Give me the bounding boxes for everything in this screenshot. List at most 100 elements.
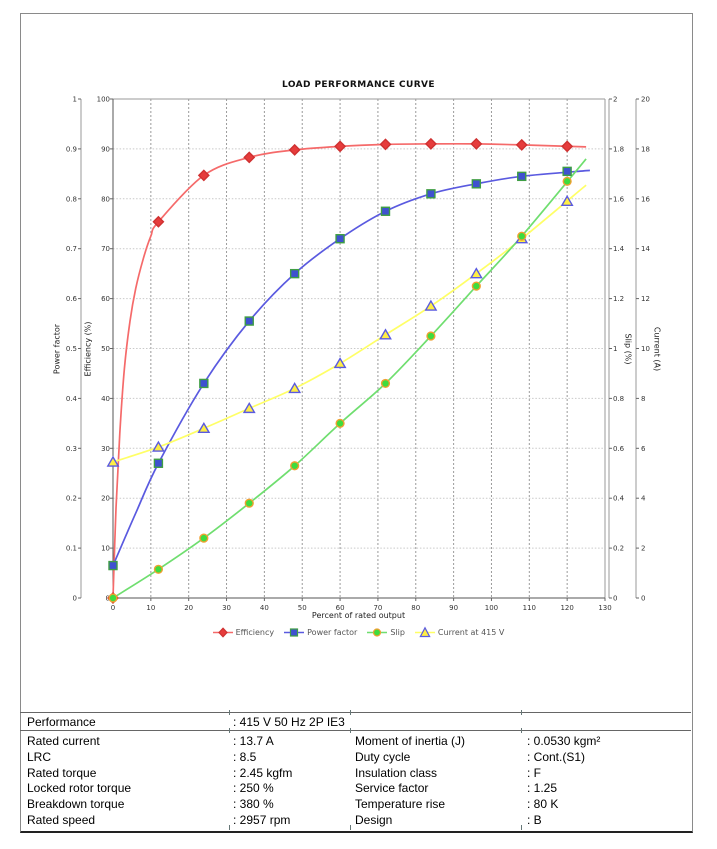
spec-label-duty-cycle: Duty cycle — [355, 749, 411, 764]
efficiency-tick-label: 60 — [101, 295, 110, 303]
slip-tick-label: 0.8 — [613, 395, 624, 403]
spec-label-design: Design — [355, 813, 393, 827]
current-marker — [106, 455, 120, 467]
power_factor-tick-label: 0.3 — [66, 445, 77, 453]
efficiency-tick-label: 20 — [101, 495, 110, 503]
current-tick-label: 20 — [641, 96, 650, 104]
current-marker — [197, 421, 211, 434]
series-line-efficiency — [112, 142, 587, 599]
power_factor-tick-label: 1 — [73, 96, 77, 104]
power-factor-marker — [426, 189, 436, 199]
legend-label: Slip — [390, 628, 405, 637]
x-tick-label: 60 — [336, 604, 345, 612]
slip-marker — [153, 564, 164, 574]
current-marker — [152, 440, 165, 452]
triangle-icon — [414, 626, 435, 638]
load-performance-chart: 0 10 20 30 40 50 60 70 80 90 100 110 120 13000.10.20.… — [66, 96, 651, 613]
spec-label-rated-speed: Rated speed — [27, 813, 96, 827]
current-tick-label: 12 — [641, 295, 650, 303]
spec-label-rated-current: Rated current — [27, 734, 100, 748]
current-tick-label: 10 — [641, 345, 650, 353]
power-factor-marker — [108, 560, 118, 571]
slip-axis-title: Slip (%) — [623, 333, 633, 365]
table-column-tick — [350, 825, 351, 830]
x-tick-label: 20 — [184, 604, 193, 612]
power_factor-tick-label: 0.7 — [66, 245, 77, 253]
table-column-tick — [521, 728, 522, 733]
current-marker — [560, 194, 574, 206]
x-tick-label: 10 — [146, 604, 155, 612]
power_factor-tick-label: 0 — [73, 595, 77, 603]
spec-label-temperature-rise: Temperature rise — [355, 797, 446, 812]
slip-marker — [108, 593, 118, 603]
efficiency-marker — [561, 140, 574, 153]
current-tick-label: 16 — [641, 195, 650, 203]
performance-value: : 415 V 50 Hz 2P IE3 — [233, 715, 345, 729]
slip-tick-label: 0.4 — [613, 495, 625, 503]
power-factor-marker — [335, 234, 345, 244]
power-factor-marker — [153, 458, 164, 468]
power-factor-marker — [517, 171, 527, 182]
table-column-tick — [350, 710, 351, 715]
spec-label-insulation-class: Insulation class — [355, 765, 438, 780]
spec-value-insulation-class: : F — [527, 765, 541, 780]
x-tick-label: 90 — [449, 604, 458, 612]
x-tick-label: 80 — [411, 604, 420, 612]
slip-tick-label: 1.8 — [613, 145, 624, 153]
current-tick-label: 6 — [641, 445, 646, 453]
spec-value-breakdown-torque: : 380 % — [233, 797, 274, 812]
square-icon — [284, 628, 305, 637]
efficiency-tick-label: 70 — [101, 245, 110, 253]
spec-value-duty-cycle: : Cont.(S1) — [527, 749, 586, 764]
legend-item-power-factor: Power factor — [284, 626, 357, 639]
current-marker — [379, 328, 392, 340]
slip-marker — [290, 461, 300, 471]
power_factor-tick-label: 0.1 — [66, 545, 77, 553]
slip-tick-label: 0.2 — [613, 545, 624, 553]
x-tick-label: 70 — [373, 604, 382, 612]
power_factor-tick-label: 0.9 — [66, 145, 77, 153]
performance-row: Performance : 415 V 50 Hz 2P IE3 — [20, 713, 691, 730]
spec-value-design: : B — [527, 813, 542, 827]
table-column-tick — [229, 825, 230, 830]
efficiency-marker — [197, 169, 210, 182]
power-factor-marker — [471, 179, 482, 189]
x-tick-label: 30 — [222, 604, 231, 612]
slip-tick-label: 0 — [613, 595, 617, 603]
current-marker — [424, 299, 438, 311]
x-tick-label: 100 — [485, 604, 498, 612]
current-tick-label: 0 — [641, 595, 645, 603]
chart-legend: Efficiency Power factor Slip Current at 415… — [0, 626, 717, 639]
slip-marker — [380, 378, 391, 389]
spec-value-rated-speed: : 2957 rpm — [233, 813, 291, 827]
slip-marker — [517, 231, 527, 241]
x-tick-label: 110 — [523, 604, 536, 612]
table-column-tick — [521, 825, 522, 830]
table-rule-top — [20, 712, 691, 713]
spec-value-locked-rotor-torque: : 250 % — [233, 781, 274, 796]
spec-label-breakdown-torque: Breakdown torque — [27, 797, 125, 812]
legend-label: Current at 415 V — [437, 628, 505, 637]
power-factor-axis-title: Power factor — [52, 323, 62, 375]
efficiency-marker — [379, 138, 392, 151]
spec-label-lrc: LRC — [27, 749, 52, 764]
slip-tick-label: 2 — [613, 96, 617, 104]
x-tick-label: 0 — [111, 604, 115, 612]
current-marker — [333, 357, 347, 369]
x-tick-label: 40 — [260, 604, 269, 612]
spec-value-rated-torque: : 2.45 kgfm — [233, 765, 293, 780]
diamond-icon — [212, 627, 233, 638]
efficiency-tick-label: 50 — [101, 345, 110, 353]
spec-value-rated-current: : 13.7 A — [233, 734, 274, 748]
performance-label: Performance — [27, 715, 96, 729]
slip-marker — [244, 498, 254, 508]
slip-tick-label: 0.6 — [613, 445, 625, 453]
efficiency-axis-title: Efficiency (%) — [83, 321, 93, 377]
power-factor-marker — [244, 316, 254, 326]
legend-label: Power factor — [307, 628, 358, 637]
table-column-tick — [350, 728, 351, 733]
efficiency-tick-label: 100 — [97, 96, 110, 104]
legend-item-current-at-415-v: Current at 415 V — [414, 626, 505, 639]
spec-label-moment-of-inertia-j-: Moment of inertia (J) — [355, 734, 466, 748]
current-axis-title: Current (A) — [652, 326, 662, 372]
